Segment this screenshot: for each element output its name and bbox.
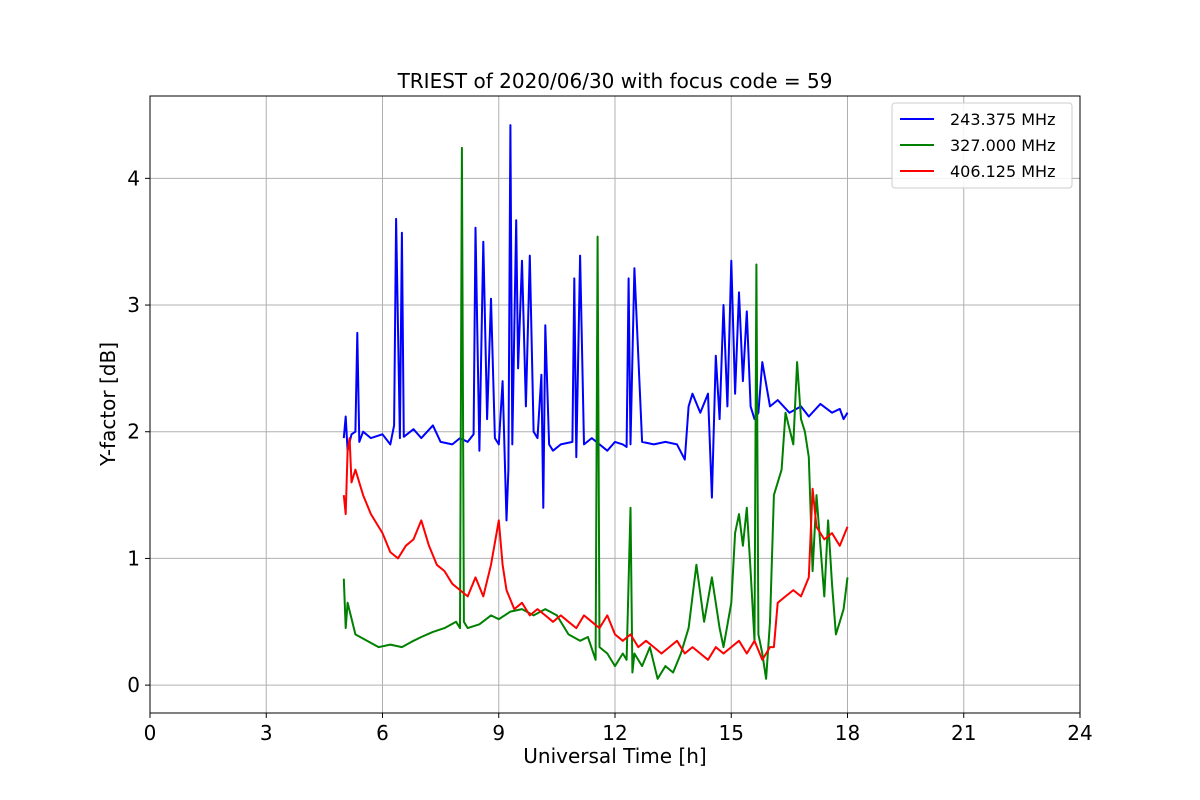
- legend-box: [891, 102, 1073, 189]
- x-tick-label: 21: [951, 721, 976, 745]
- x-tick-label: 3: [260, 721, 273, 745]
- legend-label-1: 327.000 MHz: [950, 136, 1055, 155]
- x-axis-label: Universal Time [h]: [523, 744, 706, 768]
- x-tick-label: 0: [144, 721, 157, 745]
- y-tick-label: 4: [127, 166, 140, 190]
- y-tick-label: 1: [127, 546, 140, 570]
- x-tick-label: 15: [719, 721, 744, 745]
- series-line-1: [342, 146, 849, 680]
- y-tick-label: 0: [127, 673, 140, 697]
- x-tick-label: 6: [376, 721, 389, 745]
- legend-label-0: 243.375 MHz: [950, 110, 1055, 129]
- x-tick-label: 24: [1067, 721, 1092, 745]
- series-layer: [342, 124, 849, 680]
- x-tick-label: 9: [492, 721, 505, 745]
- y-axis-label: Y-factor [dB]: [96, 342, 120, 467]
- y-tick-label: 2: [127, 420, 140, 444]
- chart-title: TRIEST of 2020/06/30 with focus code = 5…: [397, 69, 833, 93]
- legend: 243.375 MHz 327.000 MHz 406.125 MHz: [891, 102, 1073, 189]
- legend-label-2: 406.125 MHz: [950, 162, 1055, 181]
- x-tick-label: 12: [602, 721, 627, 745]
- series-line-2: [342, 437, 849, 661]
- y-tick-label: 3: [127, 293, 140, 317]
- x-tick-label: 18: [835, 721, 860, 745]
- series-line-0: [342, 124, 849, 522]
